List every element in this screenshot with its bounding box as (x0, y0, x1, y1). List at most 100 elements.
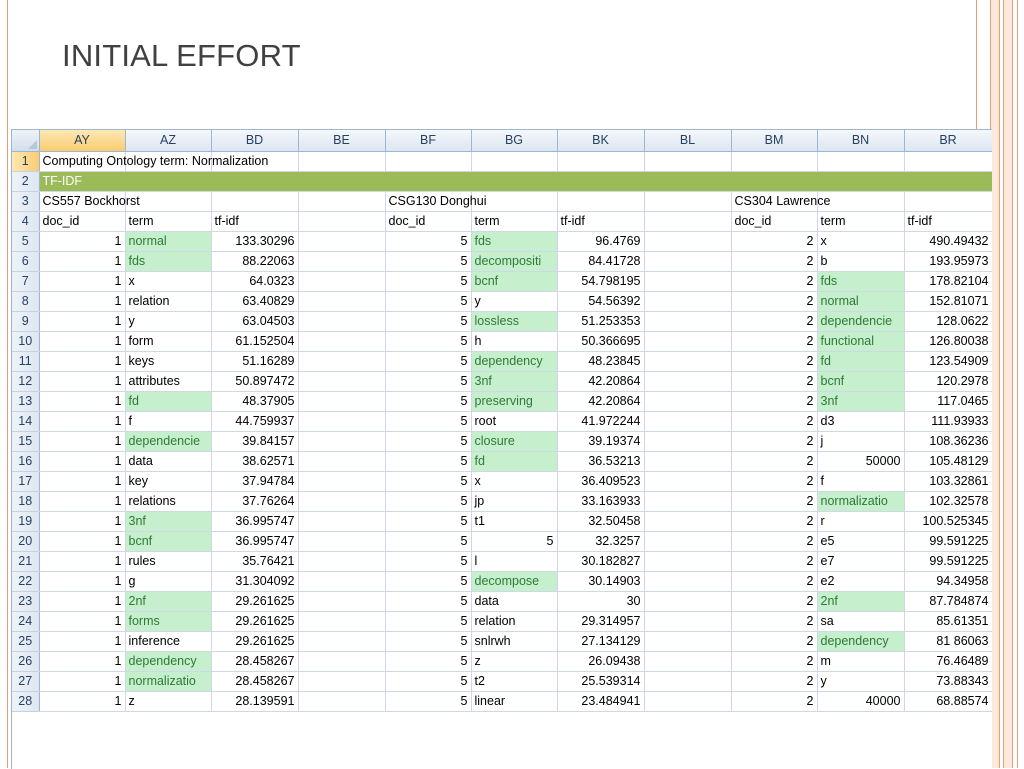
term-cell[interactable]: relations (125, 491, 212, 512)
term-cell[interactable]: t2 (471, 671, 558, 692)
row-header[interactable]: 14 (12, 411, 40, 432)
doc-id-cell[interactable]: 1 (39, 631, 126, 652)
cell[interactable] (557, 171, 644, 192)
term-cell[interactable]: 3nf (817, 391, 905, 412)
tfidf-cell[interactable]: 29.261625 (211, 631, 299, 652)
doc-id-cell[interactable]: 5 (385, 251, 472, 272)
tfidf-cell[interactable]: 31.304092 (211, 571, 299, 592)
term-cell[interactable]: form (125, 331, 212, 352)
term-cell[interactable]: 40000 (817, 691, 905, 712)
term-cell[interactable]: y (817, 671, 905, 692)
cell[interactable] (385, 151, 472, 172)
tfidf-cell[interactable]: 105.48129 (904, 451, 992, 472)
cell[interactable] (644, 591, 732, 612)
row-header[interactable]: 7 (12, 271, 40, 292)
row-header[interactable]: 13 (12, 391, 40, 412)
term-cell[interactable]: x (125, 271, 212, 292)
column-header[interactable]: BR (904, 130, 992, 152)
term-cell[interactable]: m (817, 651, 905, 672)
cell[interactable] (125, 191, 212, 212)
tfidf-cell[interactable]: 108.36236 (904, 431, 992, 452)
tfidf-header-cell[interactable]: tf-idf (904, 211, 992, 232)
term-cell[interactable]: dependency (817, 631, 905, 652)
row-header[interactable]: 2 (12, 171, 40, 192)
term-cell[interactable]: inference (125, 631, 212, 652)
row-header[interactable]: 21 (12, 551, 40, 572)
doc-id-cell[interactable]: 1 (39, 611, 126, 632)
cell[interactable] (298, 511, 386, 532)
tfidf-cell[interactable]: 28.458267 (211, 671, 299, 692)
doc-id-cell[interactable]: 5 (385, 451, 472, 472)
term-cell[interactable]: decompositi (471, 251, 558, 272)
doc-id-cell[interactable]: 1 (39, 471, 126, 492)
term-cell[interactable]: z (125, 691, 212, 712)
row-header[interactable]: 12 (12, 371, 40, 392)
tfidf-cell[interactable]: 152.81071 (904, 291, 992, 312)
tfidf-cell[interactable]: 44.759937 (211, 411, 299, 432)
cell[interactable] (644, 691, 732, 712)
tfidf-cell[interactable]: 126.80038 (904, 331, 992, 352)
column-header[interactable]: BM (731, 130, 818, 152)
term-cell[interactable]: 2nf (817, 591, 905, 612)
cell[interactable] (298, 631, 386, 652)
doc-id-cell[interactable]: 5 (385, 351, 472, 372)
doc-id-cell[interactable]: 2 (731, 591, 818, 612)
term-cell[interactable]: lossless (471, 311, 558, 332)
row-header[interactable]: 15 (12, 431, 40, 452)
term-cell[interactable]: z (471, 651, 558, 672)
cell[interactable] (644, 551, 732, 572)
doc-id-cell[interactable]: 2 (731, 551, 818, 572)
doc-id-cell[interactable]: 5 (385, 271, 472, 292)
tfidf-cell[interactable]: 36.53213 (557, 451, 645, 472)
cell[interactable] (644, 631, 732, 652)
term-cell[interactable]: relation (125, 291, 212, 312)
cell[interactable] (298, 591, 386, 612)
doc-id-cell[interactable]: 1 (39, 591, 126, 612)
doc-id-cell[interactable]: 2 (731, 651, 818, 672)
cell[interactable] (125, 151, 212, 172)
tfidf-cell[interactable]: 63.04503 (211, 311, 299, 332)
tfidf-cell[interactable]: 28.139591 (211, 691, 299, 712)
column-header[interactable]: BD (211, 130, 299, 152)
doc-id-cell[interactable]: 5 (385, 531, 472, 552)
tfidf-cell[interactable]: 29.261625 (211, 611, 299, 632)
row-header[interactable]: 19 (12, 511, 40, 532)
tfidf-cell[interactable]: 35.76421 (211, 551, 299, 572)
tfidf-cell[interactable]: 99.591225 (904, 551, 992, 572)
tfidf-cell[interactable]: 32.3257 (557, 531, 645, 552)
term-cell[interactable]: x (817, 231, 905, 252)
row-header[interactable]: 8 (12, 291, 40, 312)
cell[interactable] (298, 671, 386, 692)
cell[interactable] (644, 651, 732, 672)
row-header[interactable]: 28 (12, 691, 40, 712)
term-cell[interactable]: sa (817, 611, 905, 632)
cell[interactable] (298, 531, 386, 552)
tfidf-cell[interactable]: 50.897472 (211, 371, 299, 392)
tfidf-cell[interactable]: 123.54909 (904, 351, 992, 372)
term-cell[interactable]: y (471, 291, 558, 312)
cell[interactable] (817, 191, 905, 212)
tfidf-cell[interactable]: 102.32578 (904, 491, 992, 512)
term-cell[interactable]: bcnf (125, 531, 212, 552)
column-header[interactable]: BG (471, 130, 558, 152)
cell[interactable] (298, 551, 386, 572)
cell[interactable] (211, 151, 299, 172)
doc-id-cell[interactable]: 2 (731, 451, 818, 472)
tfidf-cell[interactable]: 54.56392 (557, 291, 645, 312)
doc-id-cell[interactable]: 2 (731, 371, 818, 392)
cell[interactable] (644, 571, 732, 592)
doc-id-cell[interactable]: 2 (731, 391, 818, 412)
tfidf-cell[interactable]: 42.20864 (557, 391, 645, 412)
cell[interactable] (644, 331, 732, 352)
cell[interactable] (644, 371, 732, 392)
tfidf-cell[interactable]: 36.995747 (211, 531, 299, 552)
row-header[interactable]: 22 (12, 571, 40, 592)
term-cell[interactable]: fd (125, 391, 212, 412)
cell[interactable] (644, 451, 732, 472)
term-cell[interactable]: root (471, 411, 558, 432)
cell[interactable] (644, 471, 732, 492)
cell[interactable] (557, 151, 645, 172)
doc-id-cell[interactable]: 2 (731, 271, 818, 292)
tfidf-cell[interactable]: 26.09438 (557, 651, 645, 672)
cell[interactable] (211, 171, 298, 192)
